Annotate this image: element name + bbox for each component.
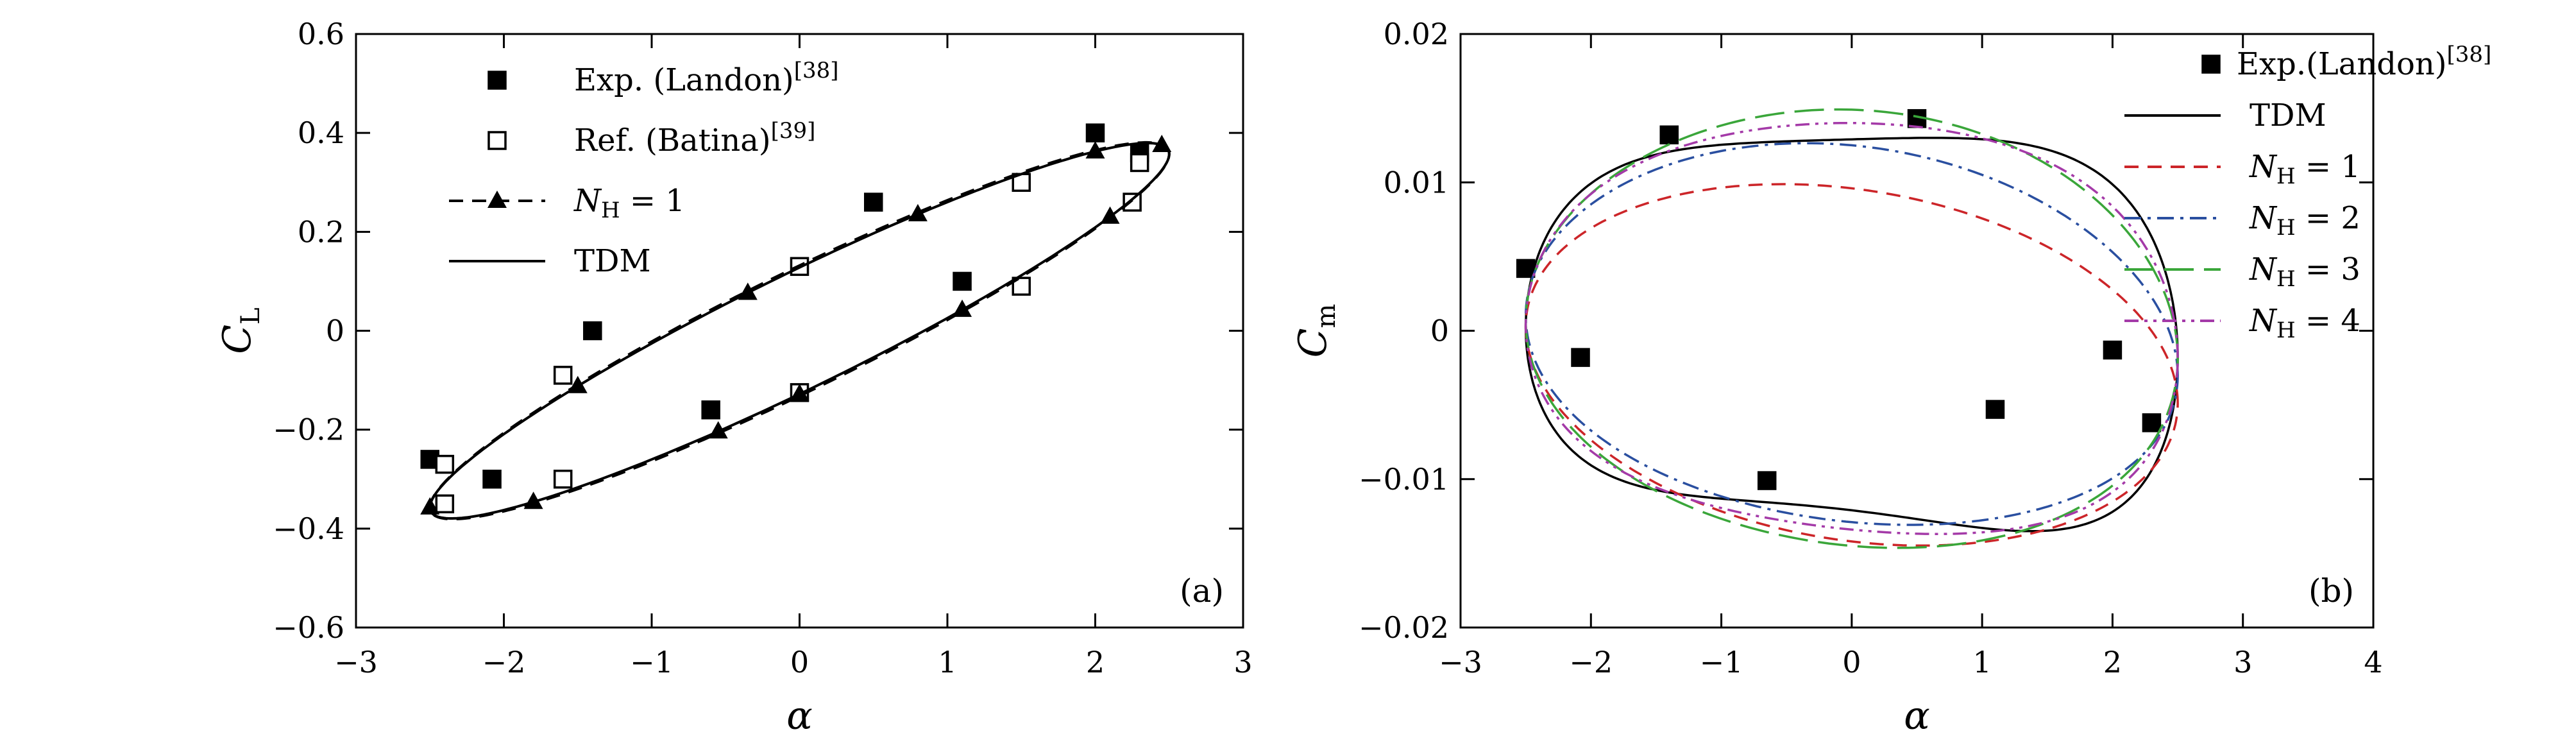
legend-marker <box>2201 55 2221 74</box>
y-tick-label: 0.6 <box>298 17 344 51</box>
y-tick-label: −0.02 <box>1359 610 1449 645</box>
legend-label: NH = 2 <box>2249 200 2360 241</box>
data-point-open-square <box>435 454 455 474</box>
y-tick-label: −0.2 <box>273 413 344 447</box>
legend-label: Exp.(Landon)[38] <box>2237 42 2491 82</box>
x-tick-label: 1 <box>938 645 956 679</box>
data-point-filled-square <box>482 470 502 489</box>
y-tick-label: 0.01 <box>1384 165 1449 200</box>
data-point-open-square <box>1130 153 1149 173</box>
x-tick-label: 3 <box>2233 645 2252 679</box>
y-tick-label: 0.2 <box>298 214 344 249</box>
y-tick-label: 0 <box>326 314 344 348</box>
panel-label: (a) <box>1180 572 1224 610</box>
x-tick-label: −1 <box>630 645 674 679</box>
legend: Exp.(Landon)[38] TDM NH = 1 NH = 2 NH = 3 NH … <box>2124 42 2491 343</box>
series-line <box>428 141 1171 521</box>
x-tick-label: 1 <box>1973 645 1992 679</box>
data-point-filled-square <box>701 400 720 420</box>
x-tick-label: −3 <box>1439 645 1482 679</box>
data-point-open-square <box>553 366 573 385</box>
legend-label: NH = 3 <box>2249 252 2360 292</box>
x-tick-label: 0 <box>790 645 809 679</box>
data-point-triangle <box>1085 141 1105 158</box>
plot-area <box>1516 108 2179 549</box>
x-tick-label: −1 <box>1700 645 1743 679</box>
x-tick-label: 4 <box>2364 645 2382 679</box>
y-tick-label: 0 <box>1430 314 1449 348</box>
x-tick-label: 3 <box>1233 645 1252 679</box>
series-line <box>1524 142 2179 526</box>
x-tick-label: −2 <box>482 645 526 679</box>
data-point-filled-square <box>1571 348 1590 367</box>
legend-label: Exp. (Landon)[38] <box>574 58 839 98</box>
data-point-filled-square <box>1659 125 1679 144</box>
legend: Exp. (Landon)[38] Ref. (Batina)[39] NH = 1… <box>449 58 839 279</box>
y-tick-label: 0.02 <box>1384 17 1449 51</box>
y-axis-label-sub: L <box>236 307 266 325</box>
data-point-filled-square <box>1085 123 1105 142</box>
y-axis-label-sub: m <box>1312 304 1341 329</box>
legend-label: NH = 4 <box>2249 303 2360 343</box>
y-tick-label: −0.6 <box>273 610 344 645</box>
legend-label: TDM <box>2250 98 2326 133</box>
x-axis-label: α <box>786 694 813 739</box>
data-point-filled-square <box>1985 400 2005 419</box>
x-tick-label: 0 <box>1842 645 1861 679</box>
y-tick-label: −0.01 <box>1359 462 1449 497</box>
y-axis-label: Cm <box>1291 304 1341 358</box>
legend-marker <box>487 71 507 90</box>
panel-label: (b) <box>2309 572 2354 610</box>
plot-area <box>420 123 1172 521</box>
data-point-open-square <box>435 494 455 514</box>
x-tick-label: −3 <box>334 645 378 679</box>
series-line <box>1524 183 2179 547</box>
chart-panel-a: −3 −2 −1 0 1 2 3 −0.6 −0.4 −0.2 0 0.2 0.4 0.6 α CL (a) Ex… <box>215 17 1253 739</box>
data-point-open-square <box>1123 192 1142 212</box>
legend-label: TDM <box>574 243 651 279</box>
x-tick-label: −2 <box>1569 645 1613 679</box>
x-tick-label: 2 <box>2103 645 2122 679</box>
x-axis-label: α <box>1904 694 1930 739</box>
legend-marker <box>487 131 507 150</box>
series-line <box>1524 121 2179 535</box>
data-point-filled-square <box>2142 413 2162 432</box>
data-point-open-square <box>553 470 573 489</box>
chart-panel-b: −3 −2 −1 0 1 2 3 4 −0.02 −0.01 0 0.01 0.02 α Cm (b) Exp.… <box>1291 17 2491 739</box>
legend-label: NH = 1 <box>573 183 685 223</box>
legend-label: NH = 1 <box>2249 149 2360 189</box>
legend-marker <box>487 191 507 208</box>
y-axis-label: CL <box>215 307 266 354</box>
data-point-filled-square <box>2103 340 2123 360</box>
data-point-filled-square <box>864 192 883 212</box>
series-line <box>428 142 1171 520</box>
x-tick-label: 2 <box>1086 645 1105 679</box>
y-tick-label: −0.4 <box>273 511 344 546</box>
data-point-filled-square <box>1757 471 1777 490</box>
y-tick-label: 0.4 <box>298 115 344 150</box>
data-point-filled-square <box>583 321 602 341</box>
legend-label: Ref. (Batina)[39] <box>574 118 815 158</box>
data-point-filled-square <box>953 271 972 291</box>
